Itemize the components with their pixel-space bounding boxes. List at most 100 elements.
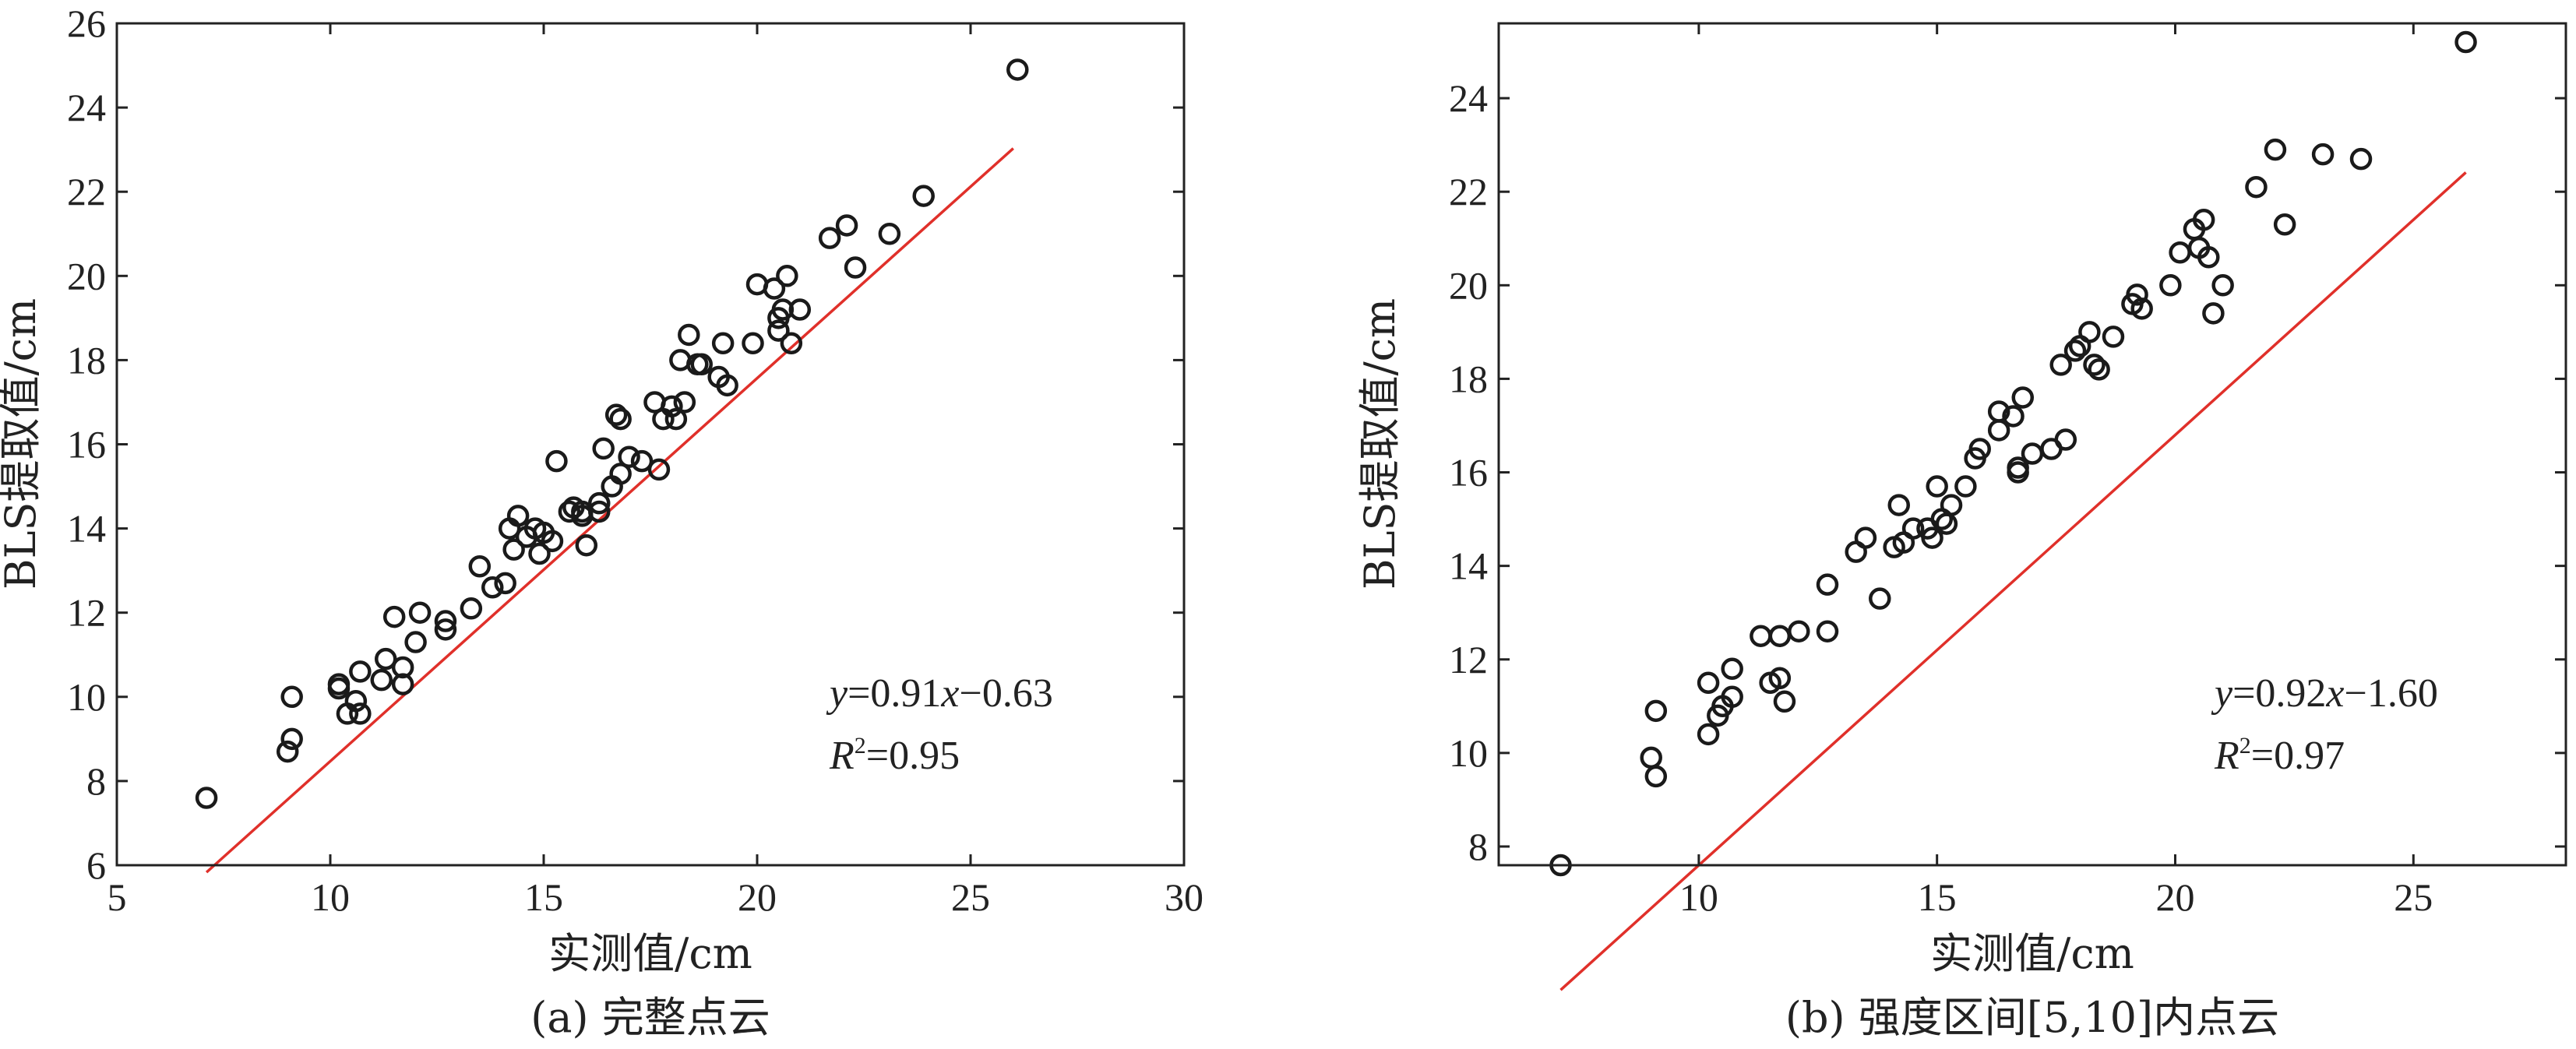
data-point [2211, 274, 2234, 297]
y-tick-label: 6 [86, 843, 106, 887]
data-point [434, 610, 457, 632]
data-point [2197, 246, 2220, 269]
data-point [2007, 456, 2029, 479]
chart-panel-b: 10 15 20 25 8 10 12 14 16 18 20 22 24 实测值/cm BLS提取值/… [1355, 22, 2567, 1042]
data-point [1768, 625, 1792, 647]
data-point [545, 449, 568, 473]
data-point [408, 601, 432, 624]
y-axis-label: BLS提取值/cm [1355, 298, 1404, 590]
r-symbol: R [829, 734, 855, 778]
data-point [2264, 138, 2287, 161]
data-point [716, 374, 738, 397]
eq-y-var: y [2211, 671, 2233, 716]
data-point [2159, 274, 2182, 297]
eq-x-var: x [940, 671, 959, 716]
r-superscript: 2 [2239, 733, 2251, 759]
data-point [587, 491, 611, 515]
data-point [2088, 358, 2110, 381]
data-point [1697, 723, 1720, 746]
x-tick-label: 10 [1679, 875, 1718, 919]
y-tick-label: 22 [1449, 170, 1488, 213]
data-point [1773, 690, 1796, 713]
regression-equation: y=0.92x−1.60 [2211, 671, 2438, 716]
x-axis-label: 实测值/cm [1930, 929, 2134, 978]
eq-slope: =0.92 [2232, 671, 2326, 716]
data-point [391, 656, 414, 679]
data-point [912, 185, 935, 207]
data-point [382, 605, 406, 628]
data-point [1750, 625, 1772, 647]
data-point [575, 533, 598, 557]
data-point [1006, 58, 1029, 81]
x-tick-label: 10 [311, 875, 350, 919]
data-point [506, 505, 530, 527]
y-tick-label: 14 [1449, 544, 1488, 588]
data-point [1644, 765, 1668, 788]
data-point [391, 673, 414, 695]
x-tick-label: 25 [951, 875, 990, 919]
data-point [2130, 297, 2153, 320]
data-point [2126, 283, 2148, 306]
data-point [647, 458, 671, 481]
data-point [780, 332, 803, 355]
r-superscript: 2 [855, 733, 866, 759]
data-point [818, 227, 841, 249]
data-point [2002, 405, 2025, 428]
data-point [2349, 147, 2373, 171]
r-squared-value: =0.95 [866, 734, 960, 778]
x-tick-label: 15 [1918, 875, 1957, 919]
data-point [1640, 746, 1662, 769]
data-point [844, 256, 867, 279]
data-point [661, 395, 683, 418]
y-tick-label: 20 [1449, 263, 1488, 307]
data-point [1721, 685, 1743, 709]
data-point [1926, 475, 1948, 498]
plot-frame [1497, 22, 2567, 867]
data-point [1816, 573, 1839, 596]
data-point [2054, 428, 2077, 451]
eq-slope: =0.91 [848, 671, 941, 716]
r-squared: R2=0.97 [2214, 733, 2345, 778]
data-point [280, 685, 303, 709]
data-point [2192, 208, 2215, 231]
data-point [1987, 400, 2010, 423]
data-point [776, 265, 798, 287]
y-tick-label: 16 [67, 423, 106, 466]
data-point [2311, 143, 2335, 166]
data-point [481, 576, 504, 599]
data-point [349, 660, 372, 683]
data-point [1901, 517, 1925, 540]
data-point [2049, 354, 2072, 376]
data-point [2063, 340, 2087, 362]
data-point [592, 437, 615, 460]
regression-line [1559, 171, 2467, 991]
y-tick-label: 26 [67, 2, 106, 45]
chart-panel-a: 5 10 15 20 25 30 6 8 10 12 14 16 18 20 22 24 26 实测值/cm B… [0, 2, 1203, 1042]
data-point [604, 403, 628, 426]
data-point [690, 353, 714, 376]
data-point [1921, 526, 1943, 549]
y-axis-label: BLS提取值/cm [0, 298, 45, 590]
data-point [528, 542, 551, 565]
x-tick-label: 20 [2155, 875, 2194, 919]
data-point [374, 647, 397, 671]
data-point [2202, 302, 2225, 325]
data-point [1788, 620, 1810, 642]
r-squared-value: =0.97 [2251, 734, 2345, 778]
y-tick-label: 22 [67, 170, 106, 213]
y-tick-label: 10 [1449, 731, 1488, 775]
regression-equation: y=0.91x−0.63 [826, 671, 1053, 716]
data-point [2011, 386, 2035, 409]
y-tick-label: 24 [1449, 76, 1488, 120]
data-point [502, 538, 525, 561]
panel-caption: (a) 完整点云 [530, 993, 770, 1042]
data-point [2102, 326, 2125, 348]
data-point [276, 740, 299, 763]
data-point [788, 298, 812, 321]
data-point [2454, 30, 2477, 54]
eq-y-var: y [826, 671, 848, 716]
data-point [711, 332, 735, 355]
y-tick-label: 10 [67, 675, 106, 719]
data-point [678, 323, 700, 347]
data-point [673, 391, 696, 414]
